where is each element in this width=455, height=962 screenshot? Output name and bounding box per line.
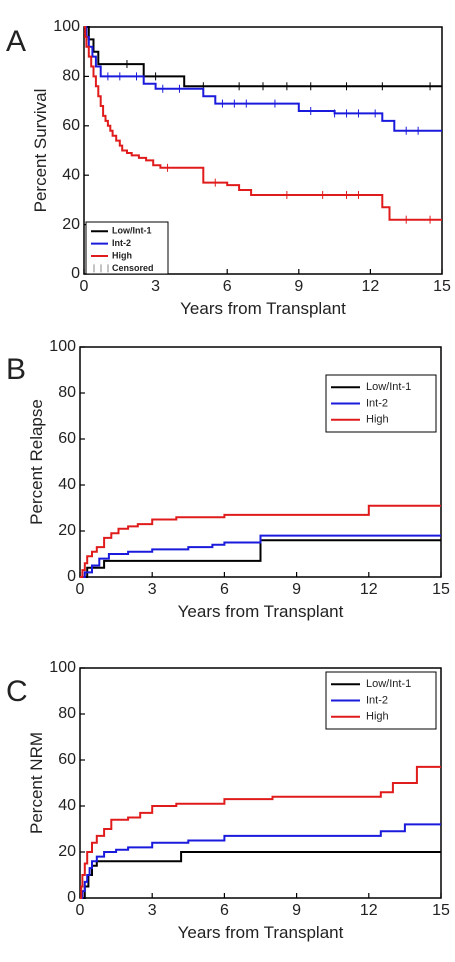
legend-label: Low/Int-1 xyxy=(366,678,411,690)
x-axis-title: Years from Transplant xyxy=(178,923,344,942)
x-tick-label: 0 xyxy=(76,902,85,919)
y-tick-label: 80 xyxy=(58,705,76,722)
plot-frame xyxy=(79,346,442,578)
y-tick-label: 100 xyxy=(49,659,76,676)
x-tick-label: 9 xyxy=(292,581,301,598)
y-tick-label: 40 xyxy=(62,166,80,183)
series-line-high xyxy=(80,504,441,578)
x-tick-label: 15 xyxy=(433,278,451,295)
y-tick-label: 40 xyxy=(58,797,76,814)
y-tick-label: 100 xyxy=(49,338,76,355)
x-tick-label: 0 xyxy=(80,278,89,295)
x-tick-label: 15 xyxy=(432,902,450,919)
x-tick-label: 6 xyxy=(220,581,229,598)
y-tick-label: 20 xyxy=(62,216,80,233)
y-tick-label: 60 xyxy=(62,117,80,134)
plot-frame xyxy=(83,26,443,275)
y-tick-label: 80 xyxy=(58,384,76,401)
y-tick-label: 0 xyxy=(67,889,76,906)
x-tick-label: 6 xyxy=(223,278,232,295)
legend-label: High xyxy=(366,414,389,426)
y-tick-label: 80 xyxy=(62,68,80,85)
panel-letter: B xyxy=(6,353,26,386)
legend-label: Low/Int-1 xyxy=(112,226,152,236)
series-line-low-int-1 xyxy=(80,539,441,578)
legend-label: High xyxy=(112,250,132,260)
x-tick-label: 9 xyxy=(292,902,301,919)
series-line-high xyxy=(84,26,442,221)
x-tick-label: 0 xyxy=(76,581,85,598)
chart-panel-b: B 0 20 40 60 80 100 0 3 6 9 12 15 Years from Transpla… xyxy=(6,338,450,621)
y-tick-label: 0 xyxy=(67,568,76,585)
x-tick-label: 12 xyxy=(360,902,378,919)
y-axis-title: Percent Survival xyxy=(31,89,50,213)
x-tick-label: 9 xyxy=(294,278,303,295)
legend-label: High xyxy=(366,711,389,723)
plot-frame xyxy=(79,667,442,899)
series-line-int-2 xyxy=(80,823,441,899)
y-tick-label: 60 xyxy=(58,751,76,768)
y-tick-label: 100 xyxy=(53,18,80,35)
series-line-int-2 xyxy=(80,534,441,578)
x-tick-label: 12 xyxy=(360,581,378,598)
chart-panel-a: A 0 20 40 60 80 100 0 3 6 9 12 15 Years from Transpla… xyxy=(6,18,451,318)
legend-label: Low/Int-1 xyxy=(366,381,411,393)
chart-panel-c: C 0 20 40 60 80 100 0 3 6 9 12 15 Years from Transpla… xyxy=(6,659,450,942)
panel-letter: C xyxy=(6,675,28,708)
x-axis-title: Years from Transplant xyxy=(178,602,344,621)
y-tick-label: 20 xyxy=(58,522,76,539)
series-line-int-2 xyxy=(84,26,442,132)
series-line-low-int-1 xyxy=(80,851,441,899)
x-tick-label: 12 xyxy=(362,278,380,295)
y-tick-label: 40 xyxy=(58,476,76,493)
x-tick-label: 3 xyxy=(148,902,157,919)
series-line-high xyxy=(80,765,441,899)
x-axis-title: Years from Transplant xyxy=(180,299,346,318)
series-line-low-int-1 xyxy=(84,26,442,88)
y-axis-title: Percent Relapse xyxy=(27,399,46,525)
x-tick-label: 6 xyxy=(220,902,229,919)
y-tick-label: 0 xyxy=(71,265,80,282)
legend-label: Int-2 xyxy=(366,694,388,706)
legend-label: Censored xyxy=(112,263,154,273)
panel-letter: A xyxy=(6,25,26,58)
legend-label: Int-2 xyxy=(366,397,388,409)
y-axis-title: Percent NRM xyxy=(27,732,46,834)
y-tick-label: 60 xyxy=(58,430,76,447)
x-tick-label: 3 xyxy=(148,581,157,598)
legend-label: Int-2 xyxy=(112,238,131,248)
x-tick-label: 3 xyxy=(151,278,160,295)
x-tick-label: 15 xyxy=(432,581,450,598)
y-tick-label: 20 xyxy=(58,843,76,860)
